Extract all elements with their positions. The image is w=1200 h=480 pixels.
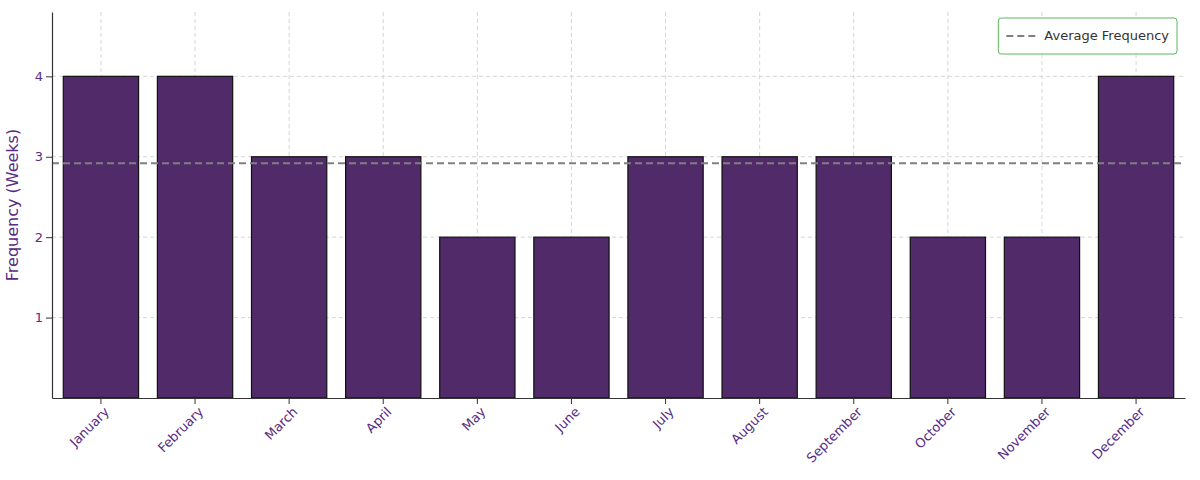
tick: June: [551, 398, 582, 435]
bar: [440, 237, 515, 398]
plot: January February March April May June July Augu…: [35, 12, 1186, 466]
tick-label: February: [155, 404, 207, 456]
tick-mark: [46, 157, 52, 158]
legend-box: [998, 18, 1177, 54]
tick-mark: [383, 398, 384, 404]
tick-label: August: [728, 404, 771, 447]
tick-mark: [46, 76, 52, 77]
tick-mark: [100, 398, 101, 404]
chart: January February March April May June July Augu…: [0, 0, 1200, 480]
bar: [534, 237, 609, 398]
bar: [157, 76, 232, 398]
tick: 4: [35, 69, 52, 84]
tick-label: January: [66, 404, 112, 450]
tick-mark: [46, 318, 52, 319]
tick-label: November: [995, 404, 1054, 463]
tick: April: [363, 398, 395, 436]
tick-mark: [1136, 398, 1137, 404]
tick-label: 4: [35, 69, 43, 84]
tick-label: 1: [35, 310, 43, 325]
tick-label: October: [912, 404, 960, 452]
tick: August: [728, 398, 771, 447]
bar: [628, 157, 703, 398]
tick: May: [459, 398, 489, 434]
tick-label: September: [804, 404, 866, 466]
axis-line: [52, 13, 53, 399]
tick-label: 2: [35, 230, 43, 245]
tick-mark: [477, 398, 478, 404]
tick-label: March: [262, 404, 301, 443]
tick: October: [912, 398, 960, 452]
y-axis-label: Frequency (Weeks): [3, 129, 22, 281]
tick-mark: [571, 398, 572, 404]
x-axis: January February March April May June July Augu…: [53, 398, 1186, 466]
bar: [910, 237, 985, 398]
tick-mark: [1041, 398, 1042, 404]
bar: [1004, 237, 1079, 398]
tick-label: April: [363, 404, 395, 436]
bar: [816, 157, 891, 398]
tick: September: [804, 398, 866, 466]
tick: 2: [35, 230, 52, 245]
tick-label: May: [459, 404, 489, 434]
tick-label: December: [1089, 404, 1148, 463]
tick: 1: [35, 310, 52, 325]
tick-mark: [289, 398, 290, 404]
bar: [1098, 76, 1173, 398]
bar: [722, 157, 797, 398]
bar: [63, 76, 138, 398]
legend-swatch: [1006, 35, 1036, 37]
legend: Average Frequency: [998, 18, 1177, 54]
tick-mark: [665, 398, 666, 404]
tick-label: 3: [35, 149, 43, 164]
tick-mark: [853, 398, 854, 404]
tick-mark: [759, 398, 760, 404]
bar: [251, 157, 326, 398]
tick: 3: [35, 149, 52, 164]
tick: March: [262, 398, 301, 443]
tick-mark: [46, 237, 52, 238]
y-axis: 1 2 3 4: [35, 13, 53, 399]
tick: January: [66, 398, 112, 450]
legend-label: Average Frequency: [1044, 28, 1169, 43]
tick-label: June: [551, 404, 582, 435]
marks: [52, 76, 1185, 398]
tick: July: [649, 398, 677, 432]
bar: [346, 157, 421, 398]
tick: February: [155, 398, 207, 455]
tick-mark: [947, 398, 948, 404]
tick: December: [1089, 398, 1148, 462]
reference-line: [52, 162, 1185, 164]
tick-mark: [195, 398, 196, 404]
tick: November: [995, 398, 1054, 463]
grid: [52, 12, 1185, 398]
axis-line: [53, 398, 1186, 399]
tick-label: July: [649, 404, 677, 432]
